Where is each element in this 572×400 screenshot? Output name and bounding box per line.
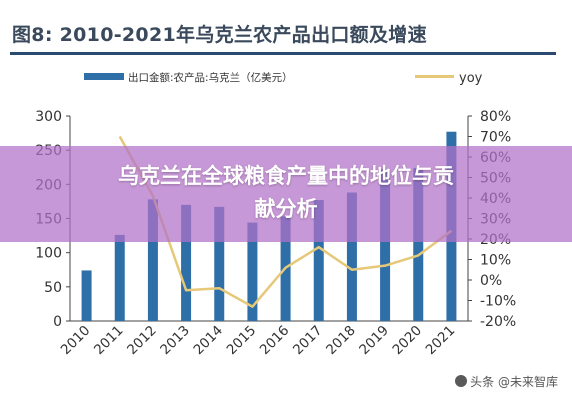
bar [147, 199, 158, 321]
x-tick-label: 2013 [157, 323, 193, 359]
bar [413, 167, 424, 321]
legend-label-line: yoy [459, 71, 483, 86]
x-tick-label: 2016 [257, 323, 293, 359]
bar [214, 206, 225, 321]
y-left-tick-label: 50 [44, 280, 62, 296]
y-right-tick-label: 70% [480, 130, 511, 146]
x-tick-label: 2020 [389, 323, 425, 359]
bar [380, 169, 391, 321]
x-tick-label: 2012 [124, 323, 160, 359]
y-left-tick-label: 0 [53, 314, 62, 330]
x-tick-label: 2011 [91, 323, 127, 359]
bar [346, 192, 357, 321]
overlay-caption: 乌克兰在全球粮食产量中的地位与贡 献分析 [0, 160, 572, 226]
x-tick-label: 2018 [323, 323, 359, 359]
overlay-line-1: 乌克兰在全球粮食产量中的地位与贡 [118, 164, 454, 188]
legend-swatch-bar [84, 73, 124, 80]
legend-label-bar: 出口金额:农产品:乌克兰（亿美元） [128, 71, 293, 84]
overlay-line-2: 献分析 [254, 197, 318, 221]
title-divider [10, 52, 556, 55]
figure-title: 图8: 2010-2021年乌克兰农产品出口额及增速 [12, 24, 427, 46]
x-tick-label: 2010 [58, 323, 94, 359]
y-right-tick-label: 80% [480, 109, 511, 125]
logo-icon [455, 375, 468, 387]
x-tick-label: 2014 [190, 323, 226, 359]
watermark-text: 头条 @未来智库 [470, 375, 558, 389]
watermark: 头条 @未来智库 [455, 373, 558, 390]
x-tick-label: 2017 [290, 323, 326, 359]
bar [181, 204, 192, 321]
y-right-tick-label: -10% [480, 294, 516, 310]
y-left-tick-label: 100 [35, 246, 62, 262]
y-right-tick-label: 10% [480, 253, 511, 269]
y-right-tick-label: 0% [480, 273, 502, 289]
x-tick-label: 2019 [356, 323, 392, 359]
overlay-banner [0, 146, 572, 242]
x-tick-label: 2015 [224, 323, 260, 359]
y-right-tick-label: -20% [480, 314, 516, 330]
x-tick-label: 2021 [423, 323, 459, 359]
y-left-tick-label: 300 [35, 109, 62, 125]
bar [114, 234, 125, 321]
bar [81, 270, 92, 321]
bar [313, 200, 324, 321]
bar [247, 222, 258, 321]
